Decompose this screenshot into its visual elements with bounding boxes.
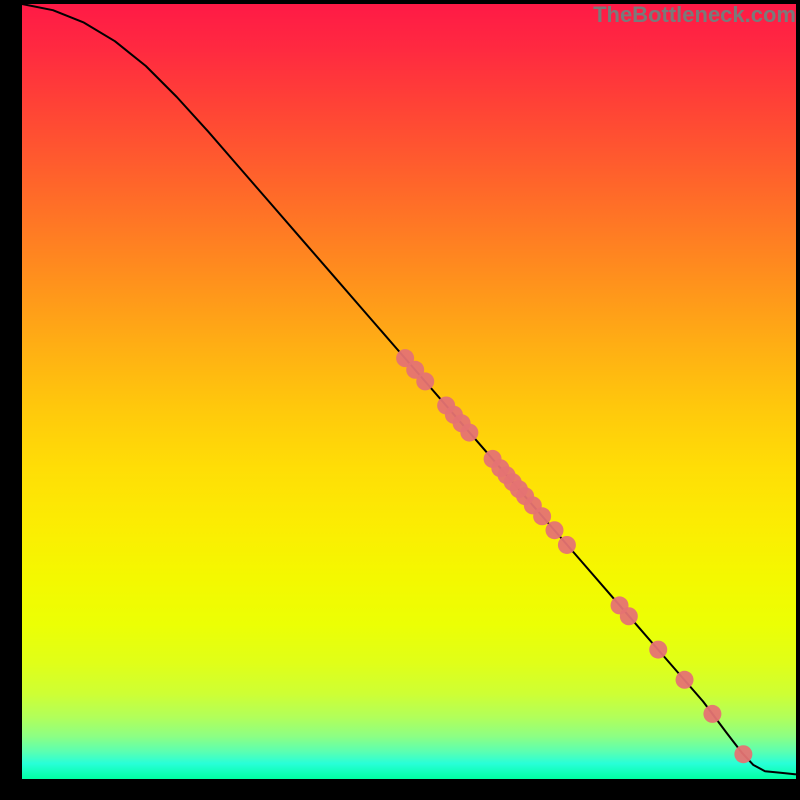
chart-svg xyxy=(0,0,800,800)
data-marker xyxy=(734,745,752,763)
data-marker xyxy=(416,372,434,390)
data-markers xyxy=(396,349,752,763)
chart-container: TheBottleneck.com xyxy=(0,0,800,800)
data-marker xyxy=(533,507,551,525)
watermark-text: TheBottleneck.com xyxy=(593,2,796,28)
data-marker xyxy=(676,671,694,689)
data-marker xyxy=(546,521,564,539)
data-marker xyxy=(460,424,478,442)
bottleneck-curve xyxy=(22,4,796,774)
data-marker xyxy=(620,607,638,625)
data-marker xyxy=(649,641,667,659)
data-marker xyxy=(703,705,721,723)
data-marker xyxy=(558,536,576,554)
